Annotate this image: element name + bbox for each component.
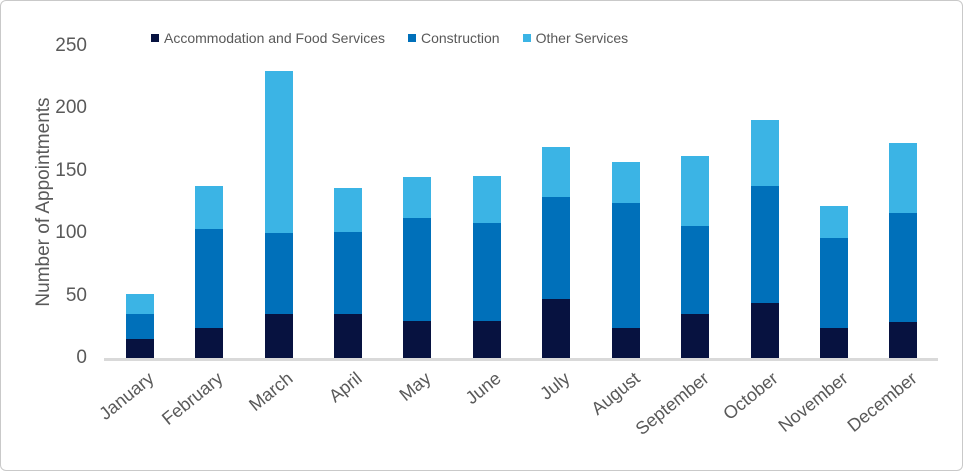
bar-segment	[125, 314, 154, 340]
bar-segment	[333, 231, 362, 315]
bar-segment	[125, 339, 154, 358]
bar-segment	[819, 328, 848, 358]
bar-segment	[542, 147, 571, 198]
y-tick-label: 50	[65, 284, 87, 306]
bar-december	[889, 143, 918, 358]
category-slot: December	[844, 46, 938, 436]
x-tick-label: August	[587, 368, 644, 419]
x-tick-label: December	[843, 368, 921, 436]
bar-segment	[333, 188, 362, 232]
bar-november	[819, 205, 848, 358]
bar-segment	[403, 177, 432, 219]
y-tick-label: 0	[76, 347, 87, 368]
bar-segment	[681, 225, 710, 315]
bar-segment	[750, 185, 779, 304]
bar-june	[472, 175, 501, 358]
bar-january	[125, 294, 154, 358]
x-tick-label: June	[461, 368, 505, 409]
bar-segment	[403, 218, 432, 321]
y-tick-label: 150	[55, 159, 87, 181]
x-tick-label: September	[631, 368, 713, 439]
legend-item: Other Services	[522, 30, 629, 46]
legend-item: Accommodation and Food Services	[151, 30, 385, 46]
legend-label: Construction	[421, 30, 500, 46]
bar-segment	[333, 314, 362, 358]
bar-segment	[889, 321, 918, 358]
bar-segment	[125, 294, 154, 315]
bar-august	[611, 162, 640, 358]
bar-segment	[472, 320, 501, 358]
bar-segment	[403, 320, 432, 358]
category-slot: July	[522, 46, 591, 404]
bar-segment	[611, 328, 640, 358]
y-tick-label: 100	[55, 222, 87, 244]
bar-march	[264, 70, 293, 358]
legend-swatch-icon	[151, 34, 159, 42]
bar-segment	[819, 238, 848, 329]
bar-segment	[681, 314, 710, 358]
category-slot: September	[632, 46, 729, 439]
bar-july	[542, 147, 571, 358]
x-tick-label: November	[774, 368, 852, 436]
x-tick-label: October	[719, 368, 783, 424]
bar-segment	[889, 213, 918, 322]
plot-area: January February March April May June July Augu…	[95, 46, 938, 439]
bar-segment	[611, 203, 640, 329]
legend-label: Accommodation and Food Services	[164, 30, 385, 46]
category-slot: June	[452, 46, 521, 408]
bar-april	[333, 188, 362, 358]
bar-segment	[472, 175, 501, 224]
y-tick-label: 200	[55, 97, 87, 119]
legend-swatch-icon	[408, 34, 416, 42]
x-tick-label: February	[158, 368, 227, 429]
bar-october	[750, 119, 779, 358]
x-tick-label: January	[94, 368, 158, 424]
bar-segment	[195, 328, 224, 358]
legend-label: Other Services	[535, 30, 629, 46]
bar-segment	[750, 119, 779, 186]
legend: Accommodation and Food Services Construct…	[151, 27, 628, 49]
bar-segment	[542, 299, 571, 358]
bar-september	[681, 155, 710, 358]
y-tick-label: 250	[55, 35, 87, 56]
legend-item: Construction	[408, 30, 500, 46]
x-tick-label: March	[244, 368, 297, 416]
y-axis-tick-labels: 0 50 100 150 200 250	[1, 35, 87, 368]
x-axis-line	[104, 358, 938, 361]
bar-segment	[195, 185, 224, 230]
bar-segment	[681, 155, 710, 226]
bar-may	[403, 177, 432, 358]
bar-segment	[264, 233, 293, 315]
bar-segment	[819, 205, 848, 239]
x-tick-label: July	[536, 368, 574, 404]
category-slot: November	[774, 46, 868, 436]
bar-segment	[472, 223, 501, 321]
category-slot: February	[158, 46, 243, 429]
bar-february	[195, 185, 224, 358]
bar-segment	[542, 197, 571, 300]
bar-segment	[889, 143, 918, 214]
category-slot: May	[383, 46, 452, 405]
category-slot: October	[720, 46, 799, 424]
category-slot: March	[244, 46, 313, 415]
category-slot: January	[95, 46, 174, 424]
x-tick-label: April	[324, 368, 366, 407]
bar-segment	[750, 303, 779, 358]
bar-segment	[611, 162, 640, 204]
bar-segment	[264, 314, 293, 358]
bar-segment	[195, 229, 224, 329]
bar-segment	[264, 70, 293, 234]
category-slot: April	[313, 46, 382, 406]
x-tick-label: May	[395, 368, 435, 405]
legend-swatch-icon	[522, 34, 531, 42]
category-slot: August	[587, 46, 660, 419]
